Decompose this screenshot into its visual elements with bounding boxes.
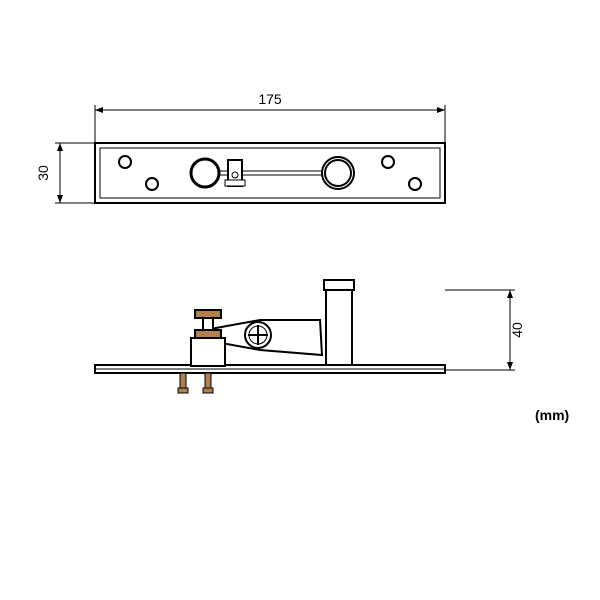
top-view <box>95 143 445 203</box>
dim-height-label: 30 <box>35 165 51 181</box>
pivot-ring-right-outer <box>322 157 354 189</box>
dim-height-label: 40 <box>509 322 525 338</box>
dim-width-label: 175 <box>258 91 282 107</box>
clamp-mid-flange <box>195 330 221 338</box>
unit-label: (mm) <box>535 407 569 423</box>
mount-hole-1 <box>146 178 158 190</box>
cylinder-body <box>326 290 352 365</box>
clamp-block <box>191 338 225 366</box>
clamp-top-flange <box>195 310 221 318</box>
top-plate-outer <box>95 143 445 203</box>
cylinder-cap <box>324 280 354 290</box>
pivot-ring-right-inner <box>325 160 351 186</box>
mount-hole-2 <box>382 156 394 168</box>
mount-hole-3 <box>409 178 421 190</box>
pivot-ring-left <box>191 159 219 187</box>
side-view <box>95 280 445 393</box>
mount-hole-0 <box>119 156 131 168</box>
technical-drawing: 175 30 40 (mm) <box>0 0 600 600</box>
